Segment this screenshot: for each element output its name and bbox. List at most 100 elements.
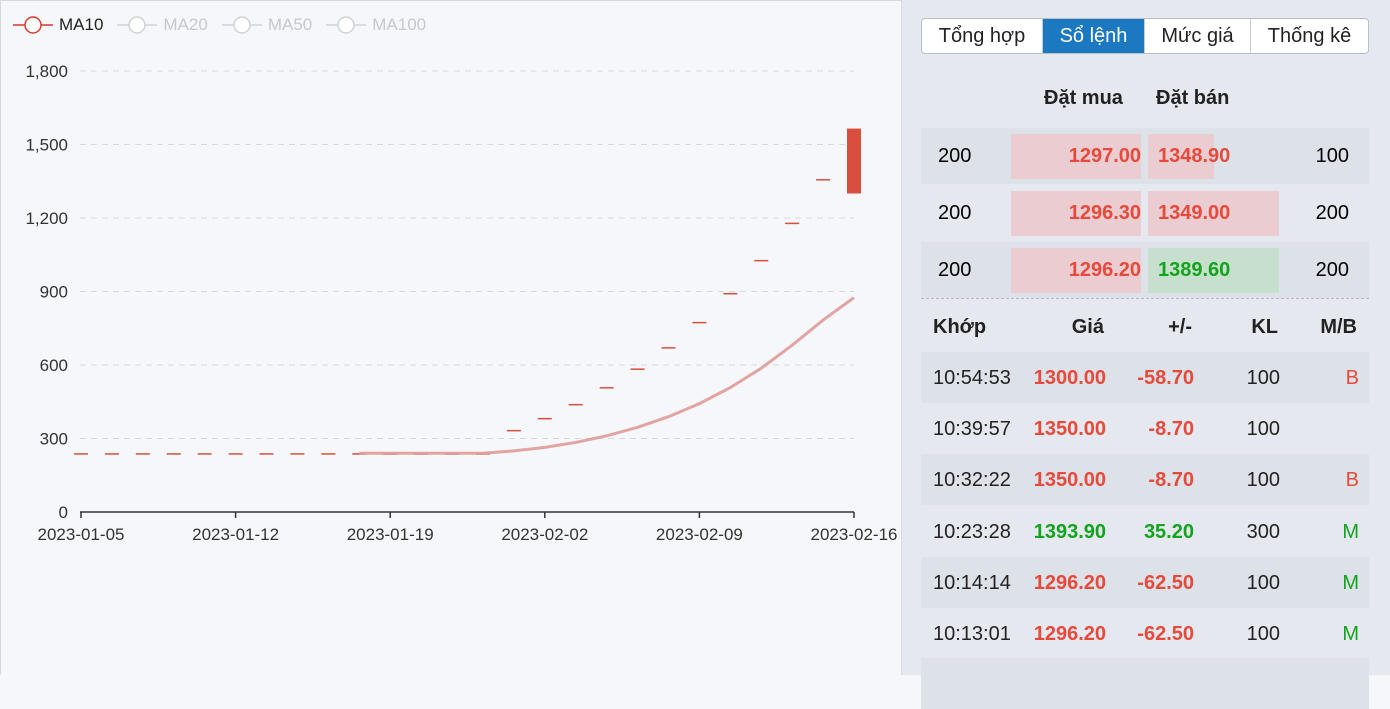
trade-change: -62.50 (1137, 571, 1194, 594)
y-tick-label: 600 (40, 356, 68, 375)
trade-change: 35.20 (1143, 520, 1194, 543)
trades-change-header: +/- (1168, 316, 1192, 338)
buy-price: 1297.00 (1068, 145, 1141, 167)
trade-time: 10:54:53 (933, 367, 1011, 389)
candle (847, 128, 861, 194)
trade-side: B (1345, 367, 1359, 389)
buy-volume-bar (1011, 191, 1141, 236)
trade-change: -62.50 (1137, 623, 1194, 645)
candle (166, 453, 181, 455)
trade-price: 1300.00 (1033, 367, 1106, 389)
sell-volume-bar (1148, 248, 1279, 293)
trades-side-header: M/B (1320, 316, 1357, 338)
legend-item-ma100[interactable]: MA100 (326, 15, 426, 35)
trade-side: M (1342, 520, 1359, 543)
sell-price: 1348.90 (1158, 145, 1231, 167)
candle (568, 403, 583, 406)
y-tick-label: 1,800 (25, 62, 68, 81)
trades-volume-header: KL (1251, 316, 1278, 338)
trade-time: 10:39:57 (933, 418, 1011, 441)
buy-volume-bar (1011, 134, 1141, 179)
candle (723, 292, 738, 295)
candle (816, 179, 831, 181)
legend-label: MA20 (163, 15, 208, 34)
trade-row: 10:14:14 1296.20 -62.50 100 M (921, 556, 1369, 608)
legend-circle-icon (117, 16, 158, 34)
trade-side: B (1345, 469, 1359, 492)
y-tick-label: 0 (59, 503, 68, 522)
candle (599, 387, 614, 389)
trade-change: -58.70 (1137, 367, 1194, 389)
x-tick-label: 2023-01-19 (347, 525, 434, 544)
candle (135, 453, 150, 455)
sell-volume: 100 (1315, 145, 1349, 167)
tab-so-lenh[interactable]: Sổ lệnh (1043, 19, 1145, 53)
trade-volume: 100 (1246, 623, 1280, 645)
buy-price: 1296.20 (1068, 259, 1141, 281)
x-tick-label: 2023-01-05 (38, 525, 125, 544)
legend-label: MA50 (267, 15, 313, 34)
trade-volume: 100 (1246, 571, 1280, 594)
legend-item-ma10[interactable]: MA10 (13, 15, 103, 35)
candle (228, 453, 243, 455)
legend-label: MA10 (59, 15, 104, 34)
trade-volume: 100 (1246, 469, 1280, 492)
candle (321, 453, 336, 455)
price-chart-panel: MA10 MA20 MA50 MA100 0 300 600 900 1,200 1,50… (0, 0, 901, 675)
trade-side: M (1342, 571, 1359, 594)
candle (74, 453, 88, 455)
order-side-panel: Tổng hợp Sổ lệnh Mức giá Thống kê Đặt mu… (901, 0, 1390, 709)
x-tick-label: 2023-01-12 (192, 525, 279, 544)
candle (785, 222, 800, 225)
buy-volume: 200 (938, 202, 972, 224)
tab-tong-hop[interactable]: Tổng hợp (922, 19, 1043, 53)
candle (537, 417, 552, 420)
sell-volume-bar (1148, 134, 1214, 179)
orderbook-row[interactable]: 200 1296.20 1389.60 200 (921, 242, 1369, 298)
y-tick-label: 300 (40, 430, 68, 449)
trade-row: 10:54:53 1300.00 -58.70 100 B (921, 352, 1369, 403)
trade-volume: 300 (1246, 520, 1280, 543)
sell-price: 1389.60 (1158, 259, 1231, 281)
trade-time: 10:32:22 (933, 469, 1011, 492)
ma10-line (359, 296, 855, 455)
candle (259, 453, 274, 455)
buy-volume: 200 (938, 259, 972, 281)
tab-muc-gia[interactable]: Mức giá (1145, 19, 1251, 53)
buy-price: 1296.30 (1068, 202, 1141, 224)
trade-row (921, 658, 1369, 709)
trade-time: 10:23:28 (933, 520, 1011, 543)
legend-item-ma20[interactable]: MA20 (117, 15, 208, 35)
orderbook-row[interactable]: 200 1297.00 1348.90 100 (921, 128, 1369, 184)
y-tick-label: 1,500 (25, 136, 68, 155)
trades-time-header: Khớp (933, 316, 987, 338)
legend-circle-icon (326, 16, 367, 34)
candle (290, 453, 305, 455)
x-tick-label: 2023-02-09 (656, 525, 743, 544)
trade-row: 10:39:57 1350.00 -8.70 100 (921, 403, 1369, 454)
candle (197, 453, 212, 455)
legend-circle-icon (221, 16, 262, 34)
sell-volume: 200 (1315, 259, 1349, 281)
sell-header: Đặt bán (1156, 87, 1230, 109)
x-tick-label: 2023-02-02 (501, 525, 588, 544)
candle (692, 321, 707, 324)
legend-item-ma50[interactable]: MA50 (221, 15, 313, 35)
trade-price: 1393.90 (1033, 520, 1106, 543)
candle (754, 259, 769, 262)
candlestick-chart[interactable]: 0 300 600 900 1,200 1,500 1,800 2023-01-05 2023-… (0, 0, 900, 675)
trades-price-header: Giá (1071, 316, 1104, 338)
trade-price: 1296.20 (1033, 623, 1106, 645)
legend-label: MA100 (372, 15, 427, 34)
trade-price: 1350.00 (1033, 418, 1106, 441)
y-tick-label: 1,200 (25, 209, 68, 228)
trade-volume: 100 (1246, 367, 1280, 389)
buy-volume-bar (1011, 248, 1141, 293)
trade-time: 10:13:01 (933, 623, 1011, 645)
orderbook-row[interactable]: 200 1296.30 1349.00 200 (921, 185, 1369, 241)
trade-change: -8.70 (1148, 469, 1194, 492)
trade-row: 10:32:22 1350.00 -8.70 100 B (921, 454, 1369, 506)
trade-row: 10:23:28 1393.90 35.20 300 M (921, 506, 1369, 557)
tab-thong-ke[interactable]: Thống kê (1267, 25, 1352, 47)
trade-row: 10:13:01 1296.20 -62.50 100 M (921, 608, 1369, 659)
